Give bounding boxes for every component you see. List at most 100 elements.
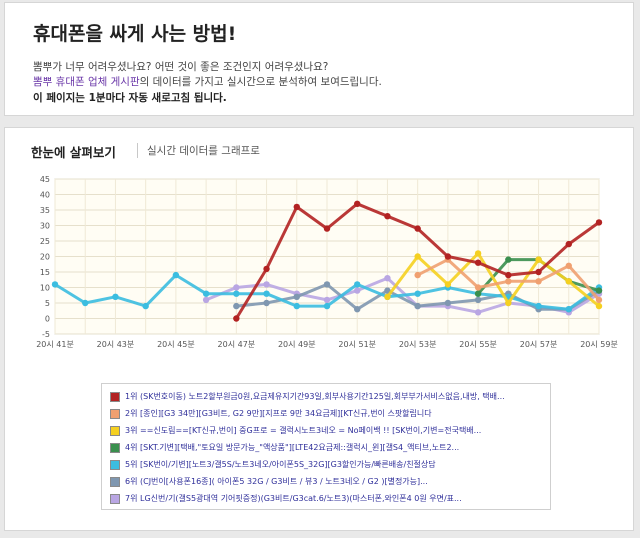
y-tick-label: 0	[45, 315, 50, 324]
data-point-1	[354, 200, 361, 207]
x-tick-label: 20시 45분	[157, 340, 195, 349]
data-point-3	[384, 293, 391, 300]
x-tick-label: 20시 53분	[399, 340, 437, 349]
legend-swatch	[110, 408, 120, 419]
legend-label: 1위 (SK번호이동) 노트2할부원금0원,요금제유지기간93일,회부사용기간1…	[125, 392, 505, 401]
data-point-5	[414, 290, 421, 297]
data-point-4	[505, 256, 512, 263]
data-point-7	[263, 281, 270, 288]
data-point-6	[414, 302, 421, 310]
refresh-notice: 이 페이지는 1분마다 자동 새로고침 됩니다.	[33, 92, 227, 104]
data-point-1	[444, 253, 452, 260]
data-point-5	[233, 290, 240, 297]
series-line-3	[386, 251, 600, 308]
data-point-7	[354, 287, 361, 294]
data-point-6	[263, 299, 270, 307]
x-tick-label: 20시 41분	[36, 340, 74, 349]
data-point-4	[595, 287, 603, 294]
y-tick-label: 35	[40, 206, 50, 215]
legend-label: 5위 [SK번이/기변][노트3/갤5S/노트3네오/아이폰5S_32G][G3…	[125, 460, 436, 469]
data-point-6	[474, 296, 482, 304]
chart-legend: 1위 (SK번호이동) 노트2할부원금0원,요금제유지기간93일,회부사용기간1…	[101, 383, 551, 510]
data-point-6	[444, 299, 452, 307]
data-point-1	[565, 240, 572, 248]
x-tick-label: 20시 51분	[338, 340, 376, 349]
data-point-5	[354, 281, 361, 288]
x-tick-label: 20시 49분	[278, 340, 316, 349]
data-point-6	[293, 293, 300, 300]
data-point-1	[233, 315, 240, 322]
intro-line-2-rest: 의 데이터를 가지고 실시간으로 분석하여 보여드립니다.	[139, 76, 382, 88]
data-point-7	[202, 296, 210, 304]
x-tick-label: 20시 59분	[580, 340, 618, 349]
data-point-3	[595, 302, 603, 310]
legend-item-3[interactable]: 3위 ==신도림==[KT신규,번이] 중G프로 = 갤럭시노트3네오 = No…	[110, 422, 550, 439]
data-point-7	[323, 296, 331, 304]
data-point-1	[384, 213, 391, 220]
legend-item-7[interactable]: 7위 LG신번/기(갤S5광대역 기어핏증정)(G3비트/G3cat.6/노트3…	[110, 490, 550, 507]
y-tick-label: 25	[40, 237, 50, 246]
legend-item-5[interactable]: 5위 [SK번이/기변][노트3/갤5S/노트3네오/아이폰5S_32G][G3…	[110, 456, 550, 473]
legend-swatch	[110, 493, 120, 504]
data-point-5	[172, 271, 180, 279]
data-point-2	[565, 262, 572, 269]
page-title: 휴대폰을 싸게 사는 방법!	[33, 23, 237, 45]
data-point-5	[51, 281, 59, 288]
y-tick-label: 5	[45, 299, 50, 308]
legend-swatch	[110, 425, 120, 436]
data-point-1	[595, 219, 603, 226]
x-tick-label: 20시 43분	[97, 340, 135, 349]
y-tick-label: -5	[42, 330, 50, 339]
data-point-5	[142, 302, 149, 310]
data-point-1	[535, 268, 542, 276]
data-point-5	[82, 299, 89, 307]
data-point-2	[414, 271, 421, 279]
data-point-4	[474, 290, 482, 297]
data-point-1	[263, 265, 270, 273]
legend-item-4[interactable]: 4위 [SKT.기변][택배,"토요일 방문가능_"액상품"][LTE42요금제…	[110, 439, 550, 456]
line-chart: -5 0 5 10 15 20 25 30 35 40 45 20시 41분 20시 43분 20시 45…	[36, 175, 618, 349]
y-tick-label: 10	[40, 284, 50, 293]
intro-line-1: 뽐뿌가 너무 어려우셨나요? 어떤 것이 좋은 조건인지 어려우셨나요?	[33, 61, 329, 73]
legend-swatch	[110, 442, 120, 453]
data-point-3	[505, 299, 512, 307]
data-point-6	[323, 281, 331, 288]
legend-swatch	[110, 459, 120, 470]
intro-panel: 휴대폰을 싸게 사는 방법! 뽐뿌가 너무 어려우셨나요? 어떤 것이 좋은 조…	[4, 2, 634, 116]
legend-label: 7위 LG신번/기(갤S5광대역 기어핏증정)(G3비트/G3cat.6/노트3…	[125, 494, 462, 503]
x-tick-label: 20시 55분	[459, 340, 497, 349]
data-point-3	[414, 253, 421, 260]
data-point-7	[474, 309, 482, 316]
data-point-5	[323, 302, 331, 310]
chart-panel: -5 0 5 10 15 20 25 30 35 40 45 20시 41분 20시 43분 20시 45…	[4, 127, 634, 531]
data-point-2	[595, 296, 603, 304]
data-point-5	[263, 290, 270, 297]
legend-item-1[interactable]: 1위 (SK번호이동) 노트2할부원금0원,요금제유지기간93일,회부사용기간1…	[110, 388, 550, 405]
data-point-5	[202, 290, 210, 297]
data-point-2	[535, 278, 542, 285]
data-point-1	[323, 225, 331, 232]
chart-panel-title: 한눈에 살펴보기	[31, 145, 116, 160]
legend-item-2[interactable]: 2위 [종인][G3 34만][G3비트, G2 9만][지프로 9만 34요금…	[110, 405, 550, 422]
data-point-3	[535, 256, 542, 263]
data-point-3	[565, 278, 572, 285]
y-tick-label: 15	[40, 268, 50, 277]
data-point-7	[384, 275, 391, 282]
data-point-2	[474, 284, 482, 291]
y-tick-label: 40	[40, 191, 50, 200]
data-point-2	[505, 278, 512, 285]
y-tick-label: 20	[40, 253, 50, 262]
chart-panel-subtitle: 실시간 데이터를 그래프로	[137, 143, 260, 158]
x-tick-label: 20시 47분	[218, 340, 256, 349]
x-tick-label: 20시 57분	[520, 340, 558, 349]
data-point-5	[535, 302, 542, 310]
y-tick-label: 45	[40, 175, 50, 184]
data-point-1	[293, 203, 300, 211]
data-point-6	[354, 306, 361, 313]
data-point-1	[414, 225, 421, 232]
board-link[interactable]: 뽐뿌 휴대폰 업체 게시판	[33, 76, 140, 88]
legend-item-6[interactable]: 6위 (CJ번이[사용폰16종]( 아이폰5 32G / G3비트 / 뷰3 /…	[110, 473, 550, 490]
data-point-1	[474, 259, 482, 266]
legend-label: 3위 ==신도림==[KT신규,번이] 중G프로 = 갤럭시노트3네오 = No…	[125, 426, 482, 435]
legend-swatch	[110, 391, 120, 402]
